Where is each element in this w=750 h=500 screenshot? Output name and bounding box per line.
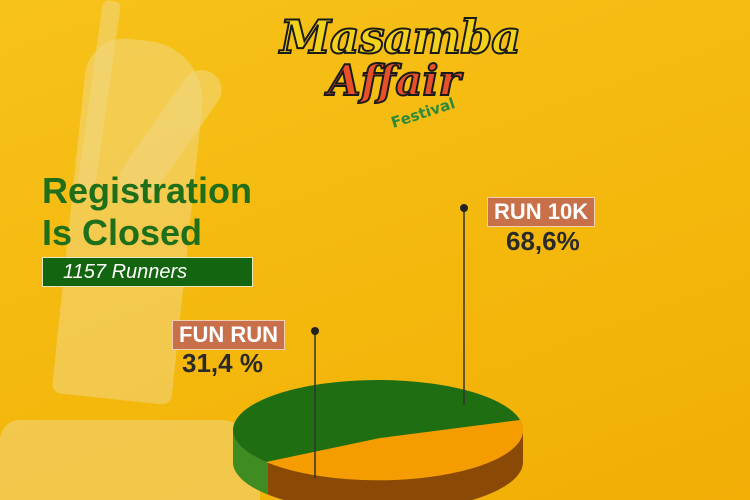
page-title: Registration Is Closed (42, 170, 252, 254)
statue-base (0, 420, 260, 500)
logo-text-affair: Affair (327, 55, 462, 106)
runners-count-badge: 1157 Runners (42, 257, 253, 287)
run10k-label: RUN 10K (487, 197, 596, 227)
funrun-percentage: 31,4 % (182, 348, 263, 378)
logo-text-masamba: Masamba (279, 9, 522, 65)
title-line-1: Registration (42, 170, 253, 211)
run10k-percentage: 68,6% (506, 226, 580, 256)
title-line-2: Is Closed (42, 212, 203, 253)
pie-slice-funrun (266, 420, 524, 481)
funrun-leader-dot (311, 327, 319, 335)
funrun-label: FUN RUN (172, 320, 285, 350)
run10k-leader-dot (460, 204, 468, 212)
festival-logo: Masamba Affair Festival (270, 4, 530, 134)
